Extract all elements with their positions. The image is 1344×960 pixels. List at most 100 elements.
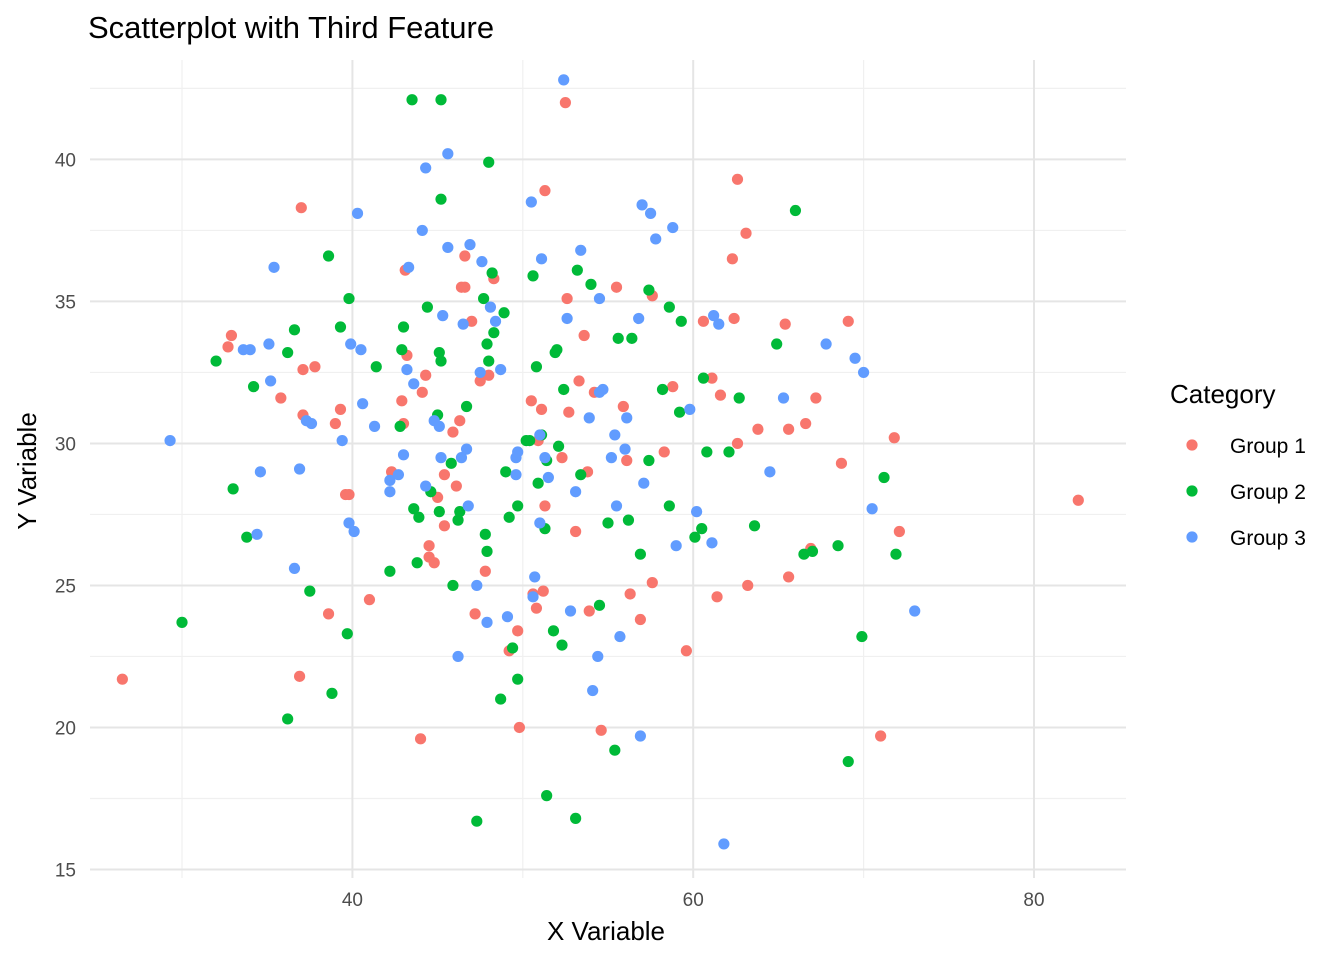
point-group-2 xyxy=(304,585,316,597)
point-group-1 xyxy=(634,613,646,626)
point-group-1 xyxy=(658,446,670,458)
point-group-2 xyxy=(483,156,495,168)
point-group-2 xyxy=(634,548,646,560)
point-group-1 xyxy=(731,173,744,185)
point-group-3 xyxy=(471,579,483,592)
point-group-3 xyxy=(293,463,306,475)
point-group-2 xyxy=(673,406,686,418)
point-group-3 xyxy=(401,363,413,376)
point-group-3 xyxy=(455,452,468,464)
point-group-3 xyxy=(408,378,420,390)
point-group-3 xyxy=(609,429,621,441)
point-group-1 xyxy=(646,577,658,589)
point-group-1 xyxy=(783,571,795,583)
point-group-2 xyxy=(435,193,447,205)
point-group-2 xyxy=(798,548,810,560)
point-group-1 xyxy=(537,585,549,597)
point-group-3 xyxy=(610,500,623,512)
point-group-3 xyxy=(368,420,381,432)
point-group-1 xyxy=(610,281,623,293)
point-group-2 xyxy=(454,506,466,518)
point-group-3 xyxy=(305,417,318,430)
point-group-1 xyxy=(624,588,636,600)
point-group-2 xyxy=(408,503,420,515)
legend: Category Group 1 Group 2 Group 3 xyxy=(1170,379,1306,550)
point-group-2 xyxy=(806,545,819,557)
point-group-1 xyxy=(595,724,607,736)
point-group-1 xyxy=(459,250,471,262)
point-group-2 xyxy=(512,500,524,512)
point-group-3 xyxy=(706,537,718,549)
point-group-1 xyxy=(726,253,738,265)
point-group-2 xyxy=(609,744,621,756)
point-group-3 xyxy=(345,338,357,350)
point-group-3 xyxy=(587,684,599,697)
point-group-3 xyxy=(392,469,405,481)
point-group-2 xyxy=(585,278,597,290)
point-group-2 xyxy=(512,673,524,685)
point-group-2 xyxy=(227,483,239,495)
point-group-3 xyxy=(667,221,679,234)
point-group-1 xyxy=(469,608,481,620)
point-group-3 xyxy=(777,392,790,404)
point-group-2 xyxy=(723,446,735,458)
point-group-1 xyxy=(428,557,440,569)
point-group-2 xyxy=(593,599,606,611)
point-group-2 xyxy=(384,565,396,577)
point-group-3 xyxy=(670,540,682,552)
point-group-1 xyxy=(783,423,795,435)
point-group-1 xyxy=(706,372,718,384)
point-group-3 xyxy=(433,420,445,432)
point-group-3 xyxy=(442,241,454,254)
point-group-3 xyxy=(713,318,725,330)
point-group-2 xyxy=(527,270,539,282)
point-group-2 xyxy=(626,332,638,344)
point-group-1 xyxy=(438,469,451,481)
point-group-2 xyxy=(656,383,669,396)
legend-key-group-3 xyxy=(1186,531,1198,543)
point-group-3 xyxy=(820,338,832,350)
point-group-3 xyxy=(605,452,618,464)
point-group-3 xyxy=(619,443,631,455)
point-group-1 xyxy=(454,415,466,427)
point-group-2 xyxy=(506,642,519,654)
point-group-3 xyxy=(558,74,570,86)
point-group-1 xyxy=(835,457,848,469)
point-group-3 xyxy=(357,398,369,410)
point-group-3 xyxy=(525,196,537,208)
point-group-3 xyxy=(534,429,546,441)
point-group-2 xyxy=(452,514,464,526)
point-group-2 xyxy=(334,321,347,333)
point-group-3 xyxy=(343,517,355,529)
point-group-3 xyxy=(849,352,861,364)
point-group-2 xyxy=(498,307,510,319)
y-axis-ticks: 15 20 25 30 35 40 xyxy=(55,150,76,881)
x-tick-label: 60 xyxy=(683,890,704,911)
point-group-2 xyxy=(547,625,560,637)
point-group-1 xyxy=(275,392,287,404)
point-group-3 xyxy=(251,528,263,540)
point-group-2 xyxy=(288,324,301,336)
point-group-2 xyxy=(433,506,445,518)
point-group-1 xyxy=(329,417,341,430)
point-group-1 xyxy=(561,292,573,305)
point-group-2 xyxy=(503,511,515,523)
point-group-2 xyxy=(421,301,433,313)
point-group-2 xyxy=(247,381,260,393)
point-group-1 xyxy=(742,579,754,592)
point-group-2 xyxy=(552,440,565,452)
point-group-3 xyxy=(384,474,396,486)
y-axis-title: Y Variable xyxy=(12,412,42,530)
point-group-1 xyxy=(556,452,568,464)
point-group-3 xyxy=(457,318,469,330)
point-group-2 xyxy=(406,94,418,106)
point-group-3 xyxy=(351,207,364,219)
point-group-2 xyxy=(241,531,253,543)
point-group-2 xyxy=(396,344,408,356)
point-group-2 xyxy=(341,628,353,640)
point-group-2 xyxy=(622,514,635,526)
point-group-1 xyxy=(893,525,905,538)
point-group-3 xyxy=(474,366,486,379)
point-group-2 xyxy=(322,250,335,262)
